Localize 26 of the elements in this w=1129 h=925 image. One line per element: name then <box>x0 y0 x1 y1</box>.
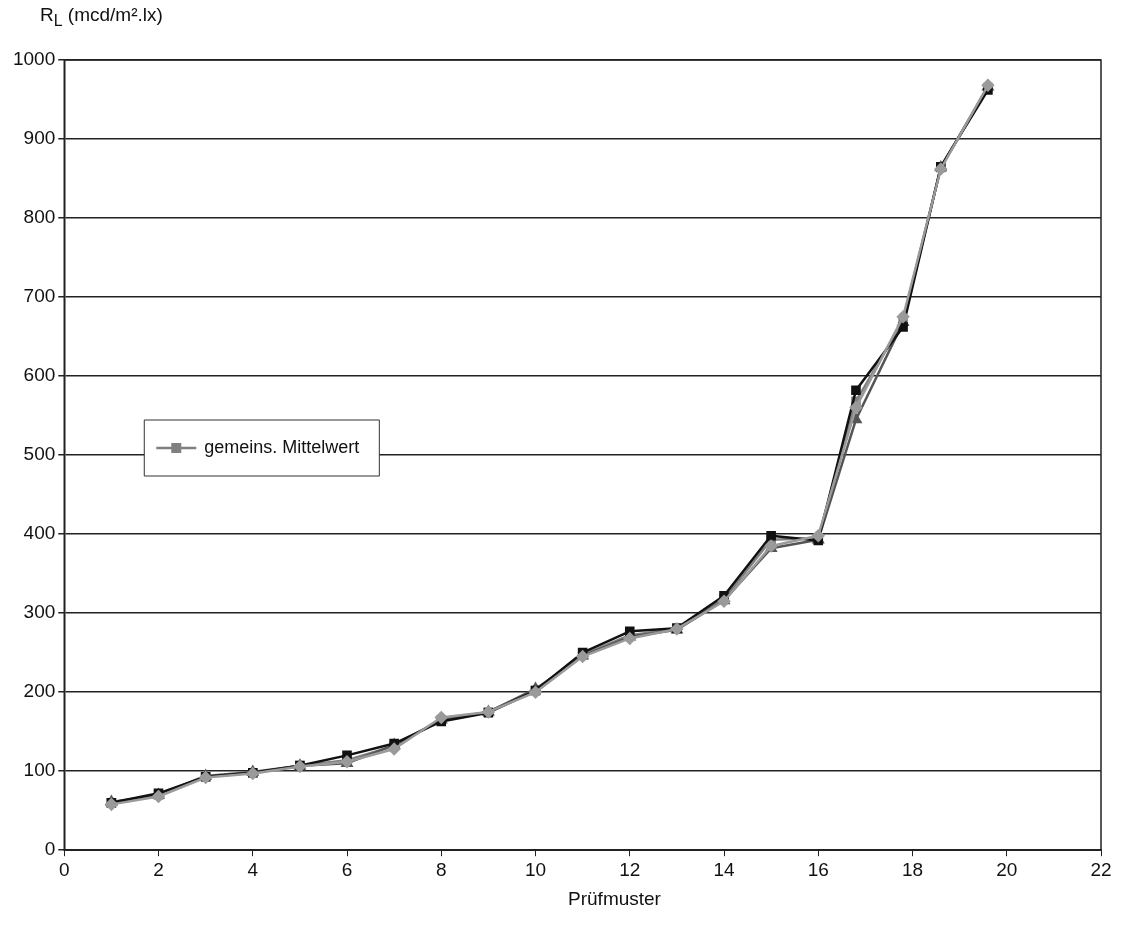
y-tick-label: 700 <box>23 285 56 307</box>
y-tick-label: 200 <box>23 680 56 702</box>
x-tick-label: 2 <box>153 858 164 880</box>
x-tick-label: 16 <box>807 858 829 880</box>
x-tick-label: 8 <box>435 858 447 880</box>
x-tick-label: 0 <box>58 858 70 880</box>
y-tick-label: 600 <box>23 364 56 386</box>
x-tick-label: 14 <box>713 858 735 880</box>
y-tick-label: 900 <box>23 127 56 149</box>
x-tick-label: 22 <box>1090 858 1112 880</box>
x-tick-label: 12 <box>619 858 641 880</box>
y-tick-label: 800 <box>23 206 56 228</box>
x-tick-label: 20 <box>996 858 1018 880</box>
x-tick-label: 4 <box>247 858 259 880</box>
legend-label: gemeins. Mittelwert <box>204 436 360 457</box>
x-tick-label: 6 <box>341 858 353 880</box>
x-tick-label: 18 <box>901 858 924 880</box>
x-tick-label: 10 <box>524 858 547 880</box>
x-axis-title: Prüfmuster <box>567 888 662 910</box>
y-tick-label: 1000 <box>12 48 56 70</box>
y-tick-label: 500 <box>23 443 56 465</box>
y-tick-label: 100 <box>23 759 56 781</box>
y-tick-label: 400 <box>23 522 56 544</box>
y-tick-label: 0 <box>44 838 56 860</box>
y-axis-title: R$_{L}$ (mcd/m².lx) <box>40 4 163 30</box>
y-tick-label: 300 <box>23 601 56 623</box>
